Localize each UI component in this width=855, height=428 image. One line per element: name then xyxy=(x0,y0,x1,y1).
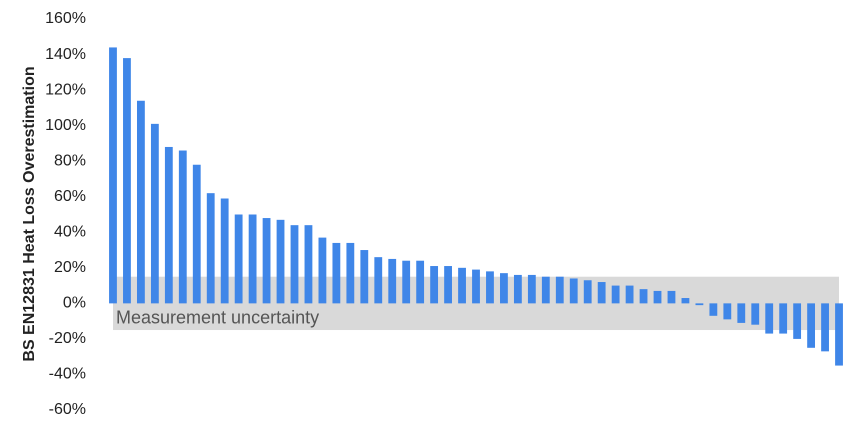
y-tick-label: 140% xyxy=(45,46,86,63)
bar xyxy=(625,285,634,304)
bar xyxy=(346,242,355,304)
bar xyxy=(569,278,578,304)
bar xyxy=(220,198,229,304)
y-tick-label: 100% xyxy=(45,117,86,134)
bar xyxy=(765,303,774,334)
bar xyxy=(192,164,201,304)
bar xyxy=(807,303,816,348)
bar xyxy=(178,150,187,304)
bar xyxy=(667,290,676,304)
bar xyxy=(276,219,285,304)
bar xyxy=(583,280,592,304)
bar xyxy=(835,303,843,366)
bar xyxy=(723,303,732,320)
bar xyxy=(109,47,117,304)
bar xyxy=(234,214,243,304)
bar xyxy=(416,260,425,304)
bar xyxy=(262,218,271,304)
bar xyxy=(779,303,788,334)
bar xyxy=(318,237,327,304)
y-tick-label: 20% xyxy=(54,259,86,276)
bar xyxy=(430,266,439,304)
bar xyxy=(737,303,746,323)
bar xyxy=(136,100,145,304)
bar xyxy=(709,303,718,316)
y-tick-label: 0% xyxy=(63,295,86,312)
bar xyxy=(751,303,760,325)
bar xyxy=(402,260,411,304)
bar xyxy=(527,274,536,304)
bar xyxy=(653,290,662,304)
band-label: Measurement uncertainty xyxy=(116,307,319,327)
bar xyxy=(513,274,522,304)
bar xyxy=(388,258,397,304)
bar xyxy=(444,266,452,304)
bar xyxy=(597,282,606,304)
bar xyxy=(793,303,802,339)
bar xyxy=(304,225,313,304)
bar xyxy=(472,269,480,304)
bar xyxy=(500,273,508,304)
y-tick-label: 80% xyxy=(54,152,86,169)
bar xyxy=(611,285,620,304)
y-tick-label: 40% xyxy=(54,223,86,240)
bar xyxy=(360,250,369,304)
y-tick-label: 60% xyxy=(54,188,86,205)
bar xyxy=(123,58,131,304)
y-tick-label: -20% xyxy=(49,330,86,347)
bar xyxy=(206,193,215,304)
y-tick-label: 120% xyxy=(45,81,86,98)
bar xyxy=(332,242,341,304)
bar xyxy=(248,214,257,304)
y-axis-title: BS EN12831 Heat Loss Overestimation xyxy=(21,66,38,361)
bar xyxy=(821,303,829,352)
bar xyxy=(639,289,648,304)
bar xyxy=(458,267,466,304)
y-tick-label: 160% xyxy=(45,10,86,27)
bar xyxy=(695,303,704,306)
bar xyxy=(150,123,159,304)
y-tick-label: -40% xyxy=(49,366,86,383)
bar xyxy=(290,225,299,304)
bar xyxy=(541,276,550,304)
bar xyxy=(555,276,564,304)
bar xyxy=(374,257,383,304)
bar xyxy=(681,298,690,304)
bar xyxy=(486,271,494,304)
bar xyxy=(164,146,173,304)
y-tick-label: -60% xyxy=(49,401,86,418)
